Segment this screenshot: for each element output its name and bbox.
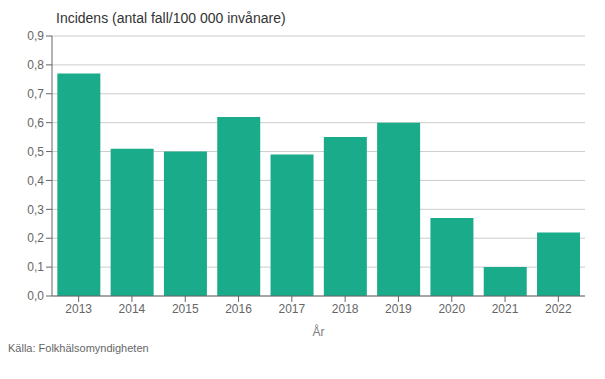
svg-text:0,6: 0,6 <box>27 116 44 130</box>
svg-text:2014: 2014 <box>119 302 146 316</box>
svg-text:År: År <box>313 324 325 339</box>
svg-text:0,3: 0,3 <box>27 203 44 217</box>
svg-text:2015: 2015 <box>172 302 199 316</box>
svg-text:0,0: 0,0 <box>27 289 44 303</box>
svg-text:2018: 2018 <box>332 302 359 316</box>
svg-text:0,1: 0,1 <box>27 260 44 274</box>
svg-text:0,5: 0,5 <box>27 145 44 159</box>
svg-text:0,9: 0,9 <box>27 29 44 43</box>
html-text:Incidens (antal fall/100 000 i: Incidens (antal fall/100 000 invånare) <box>56 10 286 26</box>
svg-text:2013: 2013 <box>65 302 92 316</box>
svg-text:2022: 2022 <box>545 302 572 316</box>
svg-text:0,4: 0,4 <box>27 174 44 188</box>
svg-text:2019: 2019 <box>385 302 412 316</box>
html-text:Källa: Folkhälsomyndigheten: Källa: Folkhälsomyndigheten <box>8 342 149 354</box>
svg-text:2017: 2017 <box>278 302 305 316</box>
svg-text:2020: 2020 <box>438 302 465 316</box>
svg-text:2021: 2021 <box>492 302 519 316</box>
svg-text:0,2: 0,2 <box>27 231 44 245</box>
svg-text:0,7: 0,7 <box>27 87 44 101</box>
svg-text:0,8: 0,8 <box>27 58 44 72</box>
svg-text:2016: 2016 <box>225 302 252 316</box>
